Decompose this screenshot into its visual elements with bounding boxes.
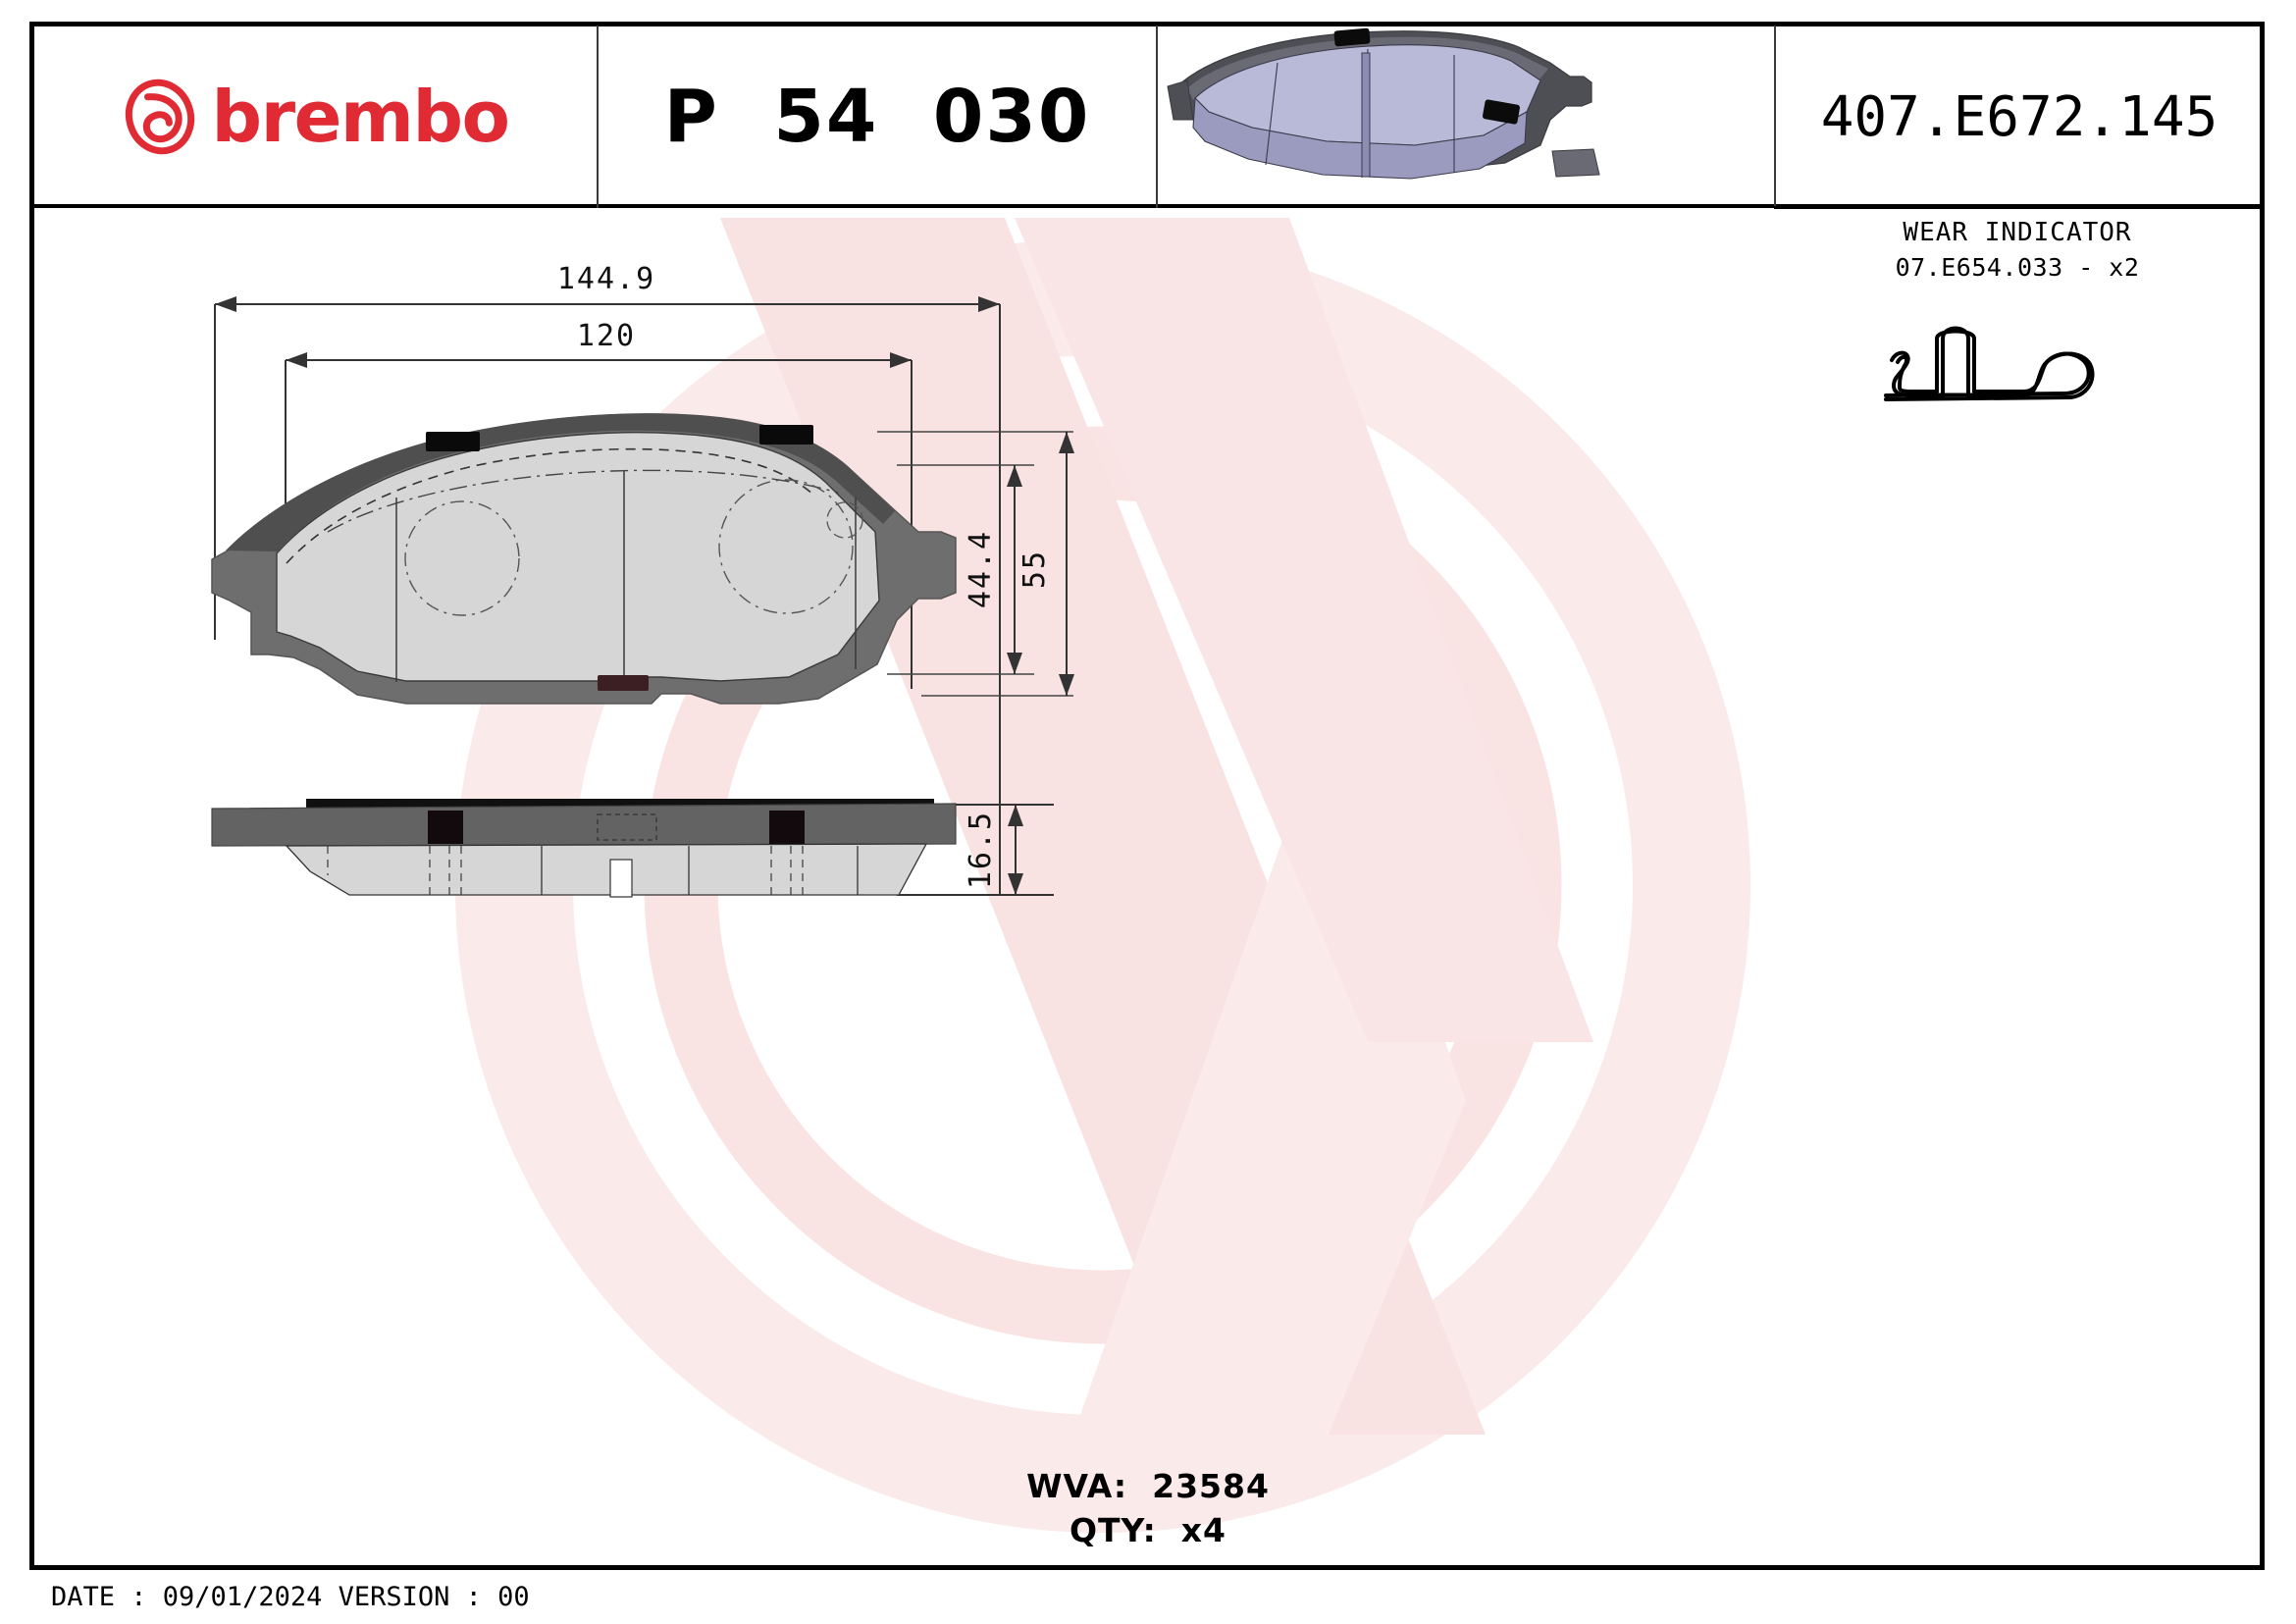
- brake-pad-3d-render-icon: [1167, 27, 1600, 180]
- footer: DATE : 09/01/2024 VERSION : 00: [51, 1582, 530, 1612]
- part-number-cell: 407.E672.145: [1778, 26, 2261, 208]
- wva-line: WVA: 23584: [1026, 1467, 1270, 1505]
- product-code-cell: P 54 030: [600, 26, 1154, 208]
- header-divider-2: [1156, 26, 1158, 208]
- wear-indicator-clip-icon: [1774, 303, 2261, 421]
- side-hidden-lines: [327, 846, 804, 895]
- side-wear-tab-left: [428, 811, 463, 844]
- header-divider-3: [1774, 26, 1776, 208]
- header-divider-1: [597, 26, 599, 208]
- pad-bottom-notch: [598, 675, 649, 691]
- wear-indicator-title: WEAR INDICATOR: [1903, 218, 2132, 247]
- side-wear-tab-right: [769, 811, 805, 844]
- qty-line: QTY: x4: [1069, 1510, 1226, 1549]
- side-slot-notch: [609, 859, 633, 898]
- pad-top-edge-band: [226, 413, 895, 551]
- dim-label-overall-height: 55: [1018, 550, 1052, 589]
- dim-label-inner-length: 120: [577, 319, 636, 353]
- pad-side-view: [211, 799, 957, 898]
- wear-indicator-code: 07.E654.033 - x2: [1895, 253, 2140, 282]
- product-code: P 54 030: [663, 75, 1091, 159]
- brake-pad-thumbnail: [1160, 26, 1772, 208]
- dim-label-overall-length: 144.9: [557, 262, 655, 296]
- wear-tab-left: [426, 432, 480, 451]
- header-divider-horizontal: [29, 204, 2265, 208]
- pad-front-view: [211, 413, 957, 705]
- footer-date-version: DATE : 09/01/2024 VERSION : 00: [51, 1582, 530, 1612]
- specs-block: WVA: 23584 QTY: x4: [0, 1465, 2296, 1552]
- part-number: 407.E672.145: [1820, 84, 2218, 149]
- wear-tab-right: [759, 425, 813, 445]
- brembo-wordmark: brembo: [211, 76, 510, 158]
- dim-label-thickness: 16.5: [964, 811, 998, 889]
- dimension-overall-height: [1059, 432, 1074, 696]
- dim-label-inner-height: 44.4: [964, 530, 998, 608]
- side-friction-body: [285, 843, 928, 896]
- wear-indicator-panel: WEAR INDICATOR 07.E654.033 - x2: [1774, 208, 2261, 532]
- brembo-swirl-logo-icon: [122, 79, 198, 155]
- wear-indicator-divider: [1774, 206, 2265, 209]
- brembo-logo-cell: brembo: [35, 26, 595, 208]
- side-backplate: [211, 803, 957, 847]
